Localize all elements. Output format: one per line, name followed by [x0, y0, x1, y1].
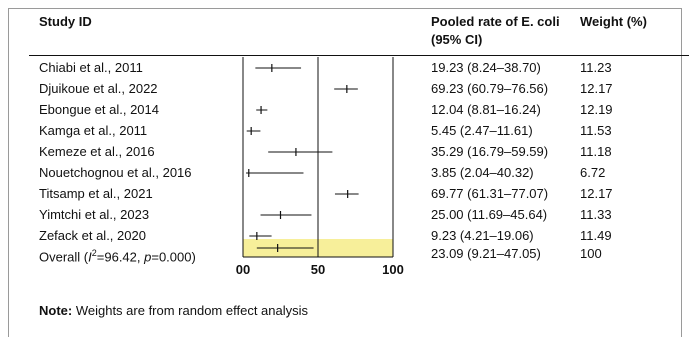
study-weight: 11.18	[580, 144, 612, 159]
study-weight: 6.72	[580, 165, 606, 180]
p-symbol: p	[144, 249, 152, 265]
footnote-text: Weights are from random effect analysis	[72, 303, 309, 318]
study-name: Ebongue et al., 2014	[39, 102, 159, 117]
figure-frame	[8, 8, 682, 337]
x-tick-label: 00	[235, 262, 251, 277]
study-ci: 25.00 (11.69–45.64)	[431, 207, 548, 222]
study-ci: 19.23 (8.24–38.70)	[431, 60, 541, 75]
i2-symbol: I	[88, 249, 92, 265]
i2-superscript: 2	[91, 248, 97, 258]
overall-weight: 100	[580, 246, 602, 261]
overall-prefix: Overall (	[39, 249, 89, 265]
study-weight: 11.49	[580, 228, 612, 243]
i2-value: =96.42,	[96, 249, 145, 265]
study-name: Nouetchognou et al., 2016	[39, 165, 192, 180]
x-tick-label: 50	[310, 262, 326, 277]
x-tick-label: 100	[382, 262, 404, 277]
study-weight: 11.33	[580, 207, 612, 222]
study-ci: 69.77 (61.31–77.07)	[431, 186, 549, 201]
study-name: Kamga et al., 2011	[39, 123, 148, 138]
study-name: Zefack et al., 2020	[39, 228, 146, 243]
study-name: Kemeze et al., 2016	[39, 144, 155, 159]
footnote-label: Note:	[39, 303, 73, 318]
header-weight: Weight (%)	[580, 14, 647, 29]
overall-label: Overall (I2=96.42, p=0.000)	[39, 245, 196, 265]
header-study-id: Study ID	[39, 14, 92, 29]
study-name: Djuikoue et al., 2022	[39, 81, 158, 96]
study-weight: 12.17	[580, 186, 613, 201]
study-name: Titsamp et al., 2021	[39, 186, 153, 201]
header-ci: (95% CI)	[431, 32, 483, 47]
study-weight: 12.17	[580, 81, 613, 96]
header-rule	[29, 55, 689, 56]
study-weight: 11.53	[580, 123, 612, 138]
footnote: Note: Weights are from random effect ana…	[39, 303, 308, 318]
study-ci: 5.45 (2.47–11.61)	[431, 123, 533, 138]
study-name: Chiabi et al., 2011	[39, 60, 143, 75]
study-ci: 12.04 (8.81–16.24)	[431, 102, 541, 117]
study-weight: 11.23	[580, 60, 612, 75]
overall-ci: 23.09 (9.21–47.05)	[431, 246, 541, 261]
header-pooled-rate: Pooled rate of E. coli	[431, 14, 560, 29]
p-value: =0.000)	[151, 249, 196, 265]
study-ci: 35.29 (16.79–59.59)	[431, 144, 549, 159]
study-ci: 9.23 (4.21–19.06)	[431, 228, 534, 243]
study-name: Yimtchi et al., 2023	[39, 207, 150, 222]
study-ci: 3.85 (2.04–40.32)	[431, 165, 534, 180]
study-weight: 12.19	[580, 102, 613, 117]
study-ci: 69.23 (60.79–76.56)	[431, 81, 549, 96]
